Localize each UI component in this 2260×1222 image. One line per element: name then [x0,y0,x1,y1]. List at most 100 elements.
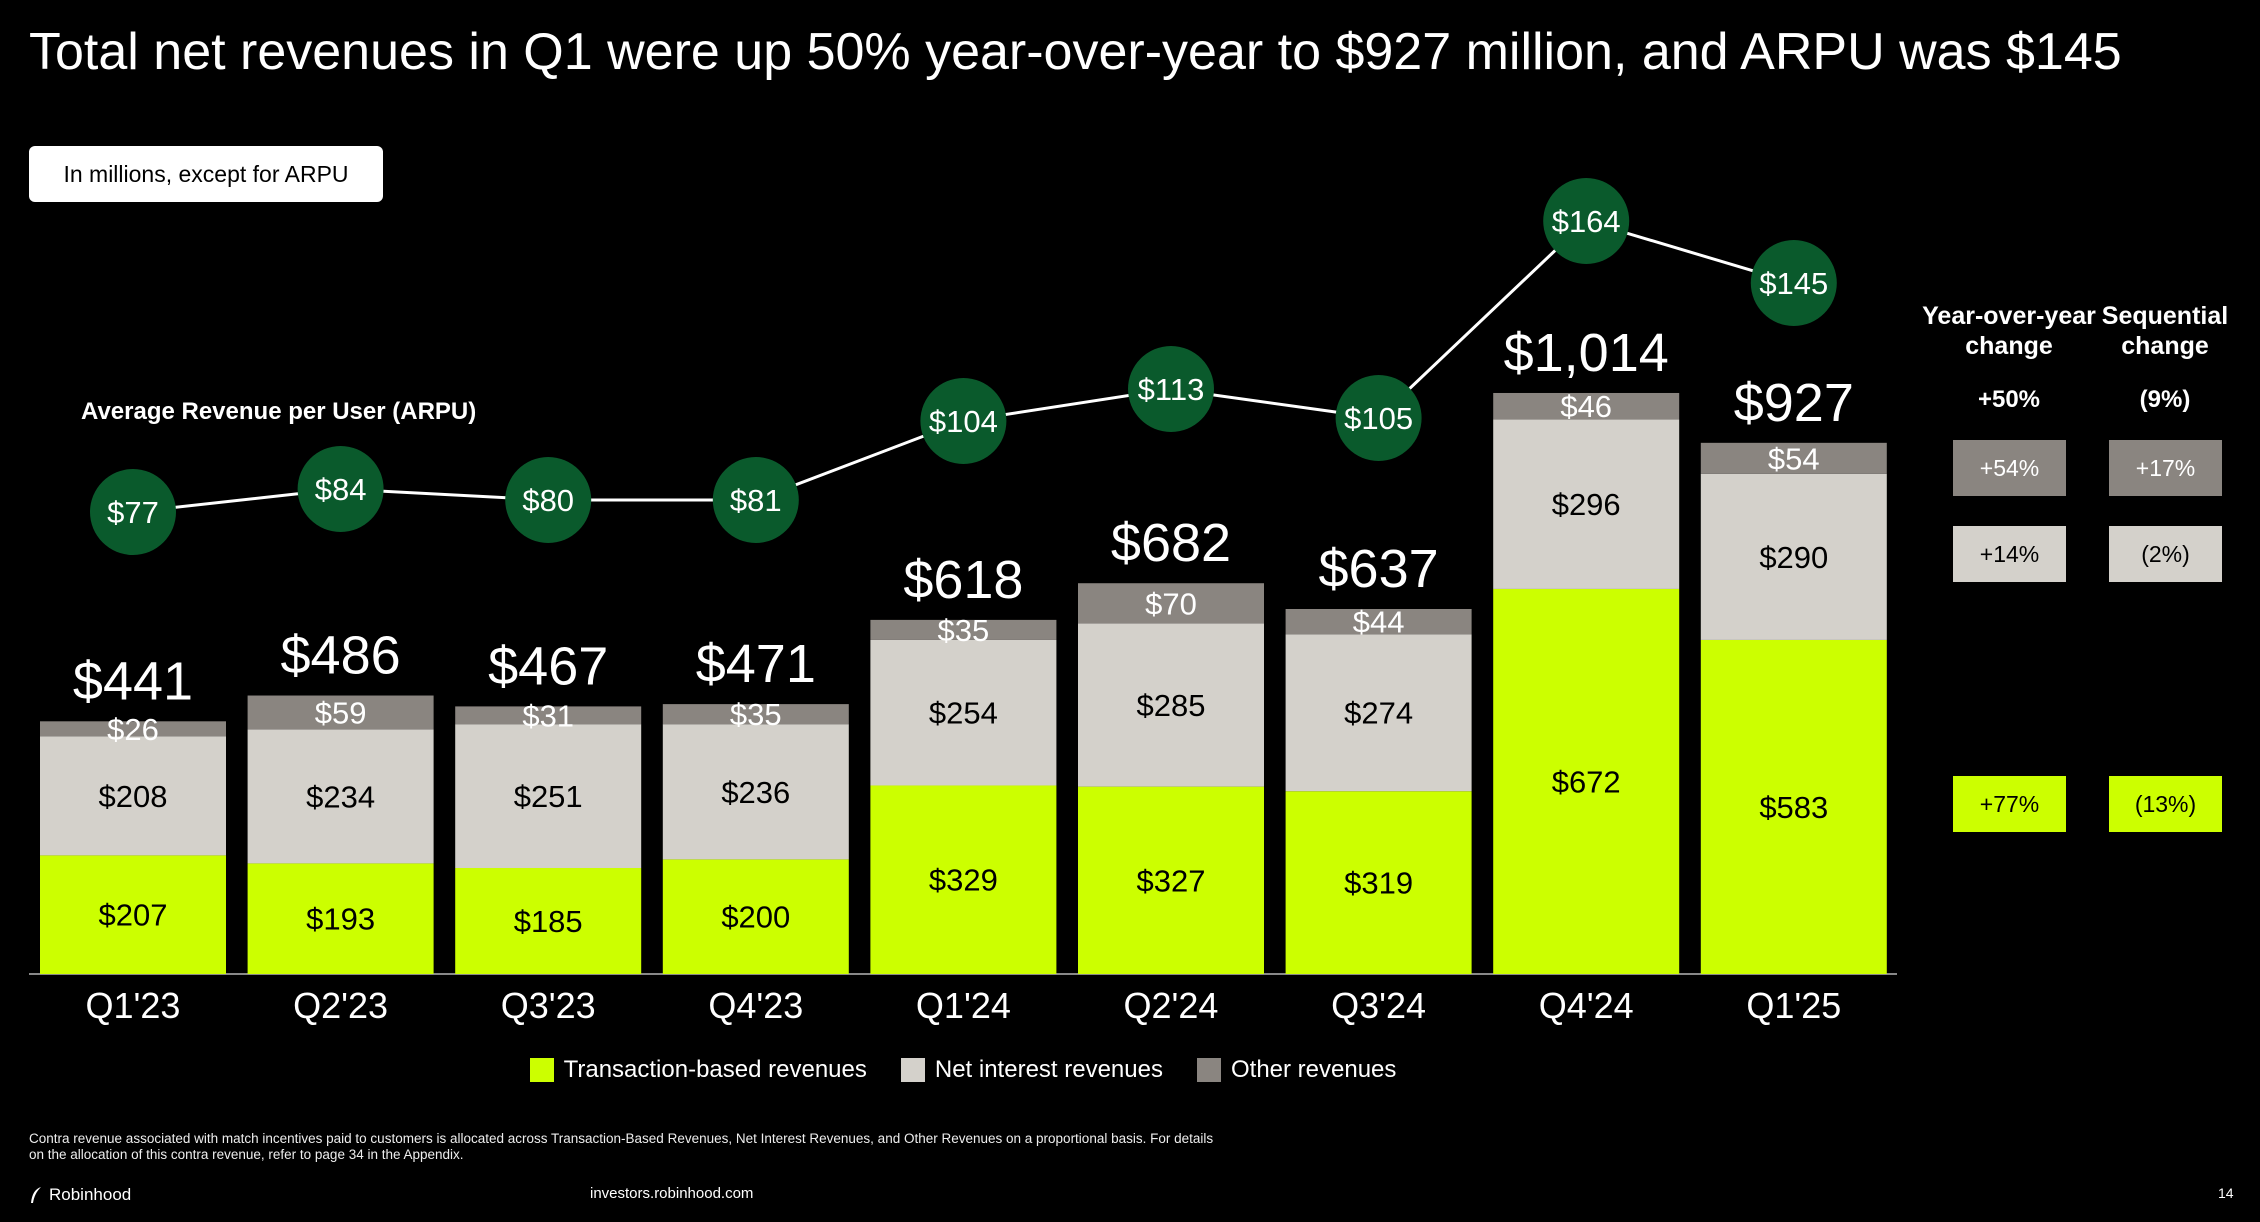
bar-segment [40,736,226,856]
arpu-point [920,378,1007,464]
bar-segment [247,695,434,730]
x-tick-label: Q4'23 [708,985,803,1026]
segment-label: $200 [721,900,790,935]
segment-label: $35 [730,697,782,732]
segment-label: $70 [1145,586,1197,621]
total-label: $637 [1319,539,1439,599]
yoy-other: +54% [1953,440,2066,496]
arpu-label: $104 [929,404,998,439]
arpu-label: $77 [107,495,159,530]
footnote: Contra revenue associated with match inc… [29,1131,1214,1162]
segment-label: $193 [306,902,375,937]
legend-label: Net interest revenues [934,1056,1163,1083]
legend-item-transaction: Transaction-based revenues [529,1056,867,1084]
segment-label: $208 [99,779,168,814]
arpu-point [712,457,799,543]
x-tick-label: Q1'25 [1746,985,1841,1026]
segment-label: $31 [522,698,574,733]
bar-segment [247,729,434,864]
x-tick-label: Q3'23 [501,985,596,1026]
unit-note-badge: In millions, except for ARPU [29,146,383,202]
bar-segment [870,619,1057,640]
bar-segment [455,867,642,974]
x-tick-label: Q2'24 [1124,985,1219,1026]
segment-label: $59 [315,695,367,730]
bar-segment [247,863,434,974]
bar-segment [1493,419,1680,589]
seq-other: +17% [2109,440,2222,496]
x-tick-label: Q1'23 [86,985,181,1026]
segment-label: $290 [1759,540,1828,575]
segment-label: $234 [306,779,375,814]
total-label: $682 [1111,513,1231,573]
page-title: Total net revenues in Q1 were up 50% yea… [29,23,2122,81]
arpu-point [1543,178,1630,264]
arpu-point [1335,375,1422,461]
bar-segment [1700,442,1887,474]
page-number: 14 [2218,1185,2234,1201]
segment-label: $274 [1344,696,1413,731]
arpu-label: $81 [730,483,782,518]
segment-label: $327 [1137,863,1206,898]
segment-label: $207 [99,898,168,933]
arpu-label: $164 [1552,204,1621,239]
arpu-label: $80 [522,483,574,518]
legend-label: Transaction-based revenues [563,1056,867,1083]
bar-segment [1285,608,1472,635]
arpu-point [90,469,176,555]
segment-label: $35 [938,613,990,648]
arpu-point [1750,240,1837,326]
legend-swatch [900,1058,925,1082]
bar-segment [1493,392,1680,420]
legend-swatch [529,1058,554,1082]
arpu-point [297,446,384,532]
legend: Transaction-based revenues Net interest … [0,1056,1926,1084]
arpu-point [1128,346,1214,432]
segment-label: $185 [514,904,583,939]
x-tick-label: Q2'23 [293,985,388,1026]
segment-label: $251 [514,779,583,814]
arpu-point [505,457,592,543]
bar-segment [1078,786,1264,974]
bar-segment [662,859,849,974]
segment-label: $236 [721,775,790,810]
seq-total: (9%) [2139,386,2191,413]
brand: Robinhood [29,1185,131,1205]
segment-label: $254 [929,696,998,731]
bar-segment [1285,634,1472,792]
bar-segment [40,855,226,974]
robinhood-feather-icon [31,1187,41,1203]
segment-label: $672 [1552,764,1621,799]
arpu-label: $84 [315,472,367,507]
segment-label: $46 [1560,389,1612,424]
bar-segment [1700,639,1887,974]
segment-label: $26 [107,712,159,747]
legend-item-net-interest: Net interest revenues [900,1056,1163,1084]
legend-item-other: Other revenues [1196,1056,1396,1084]
bar-segment [662,704,849,725]
bar-segment [1700,473,1887,640]
seq-net-interest: (2%) [2109,526,2222,582]
x-tick-label: Q1'24 [916,985,1011,1026]
yoy-transaction: +77% [1953,776,2066,832]
segment-label: $44 [1353,605,1405,640]
total-label: $618 [903,550,1023,610]
bar-segment [1493,588,1680,974]
bar-segment [1078,583,1264,624]
legend-swatch [1196,1058,1221,1082]
bar-segment [40,721,226,737]
bar-segment [870,639,1057,786]
x-tick-label: Q3'24 [1331,985,1426,1026]
yoy-net-interest: +14% [1953,526,2066,582]
site-link[interactable]: investors.robinhood.com [590,1185,754,1202]
segment-label: $329 [929,863,998,898]
yoy-total: +50% [1977,386,2041,413]
seq-transaction: (13%) [2109,776,2222,832]
seq-header: Sequential change [2101,302,2229,360]
total-label: $441 [73,651,193,711]
segment-label: $54 [1768,441,1820,476]
bar-segment [662,724,849,860]
segment-label: $285 [1137,688,1206,723]
x-tick-label: Q4'24 [1539,985,1634,1026]
